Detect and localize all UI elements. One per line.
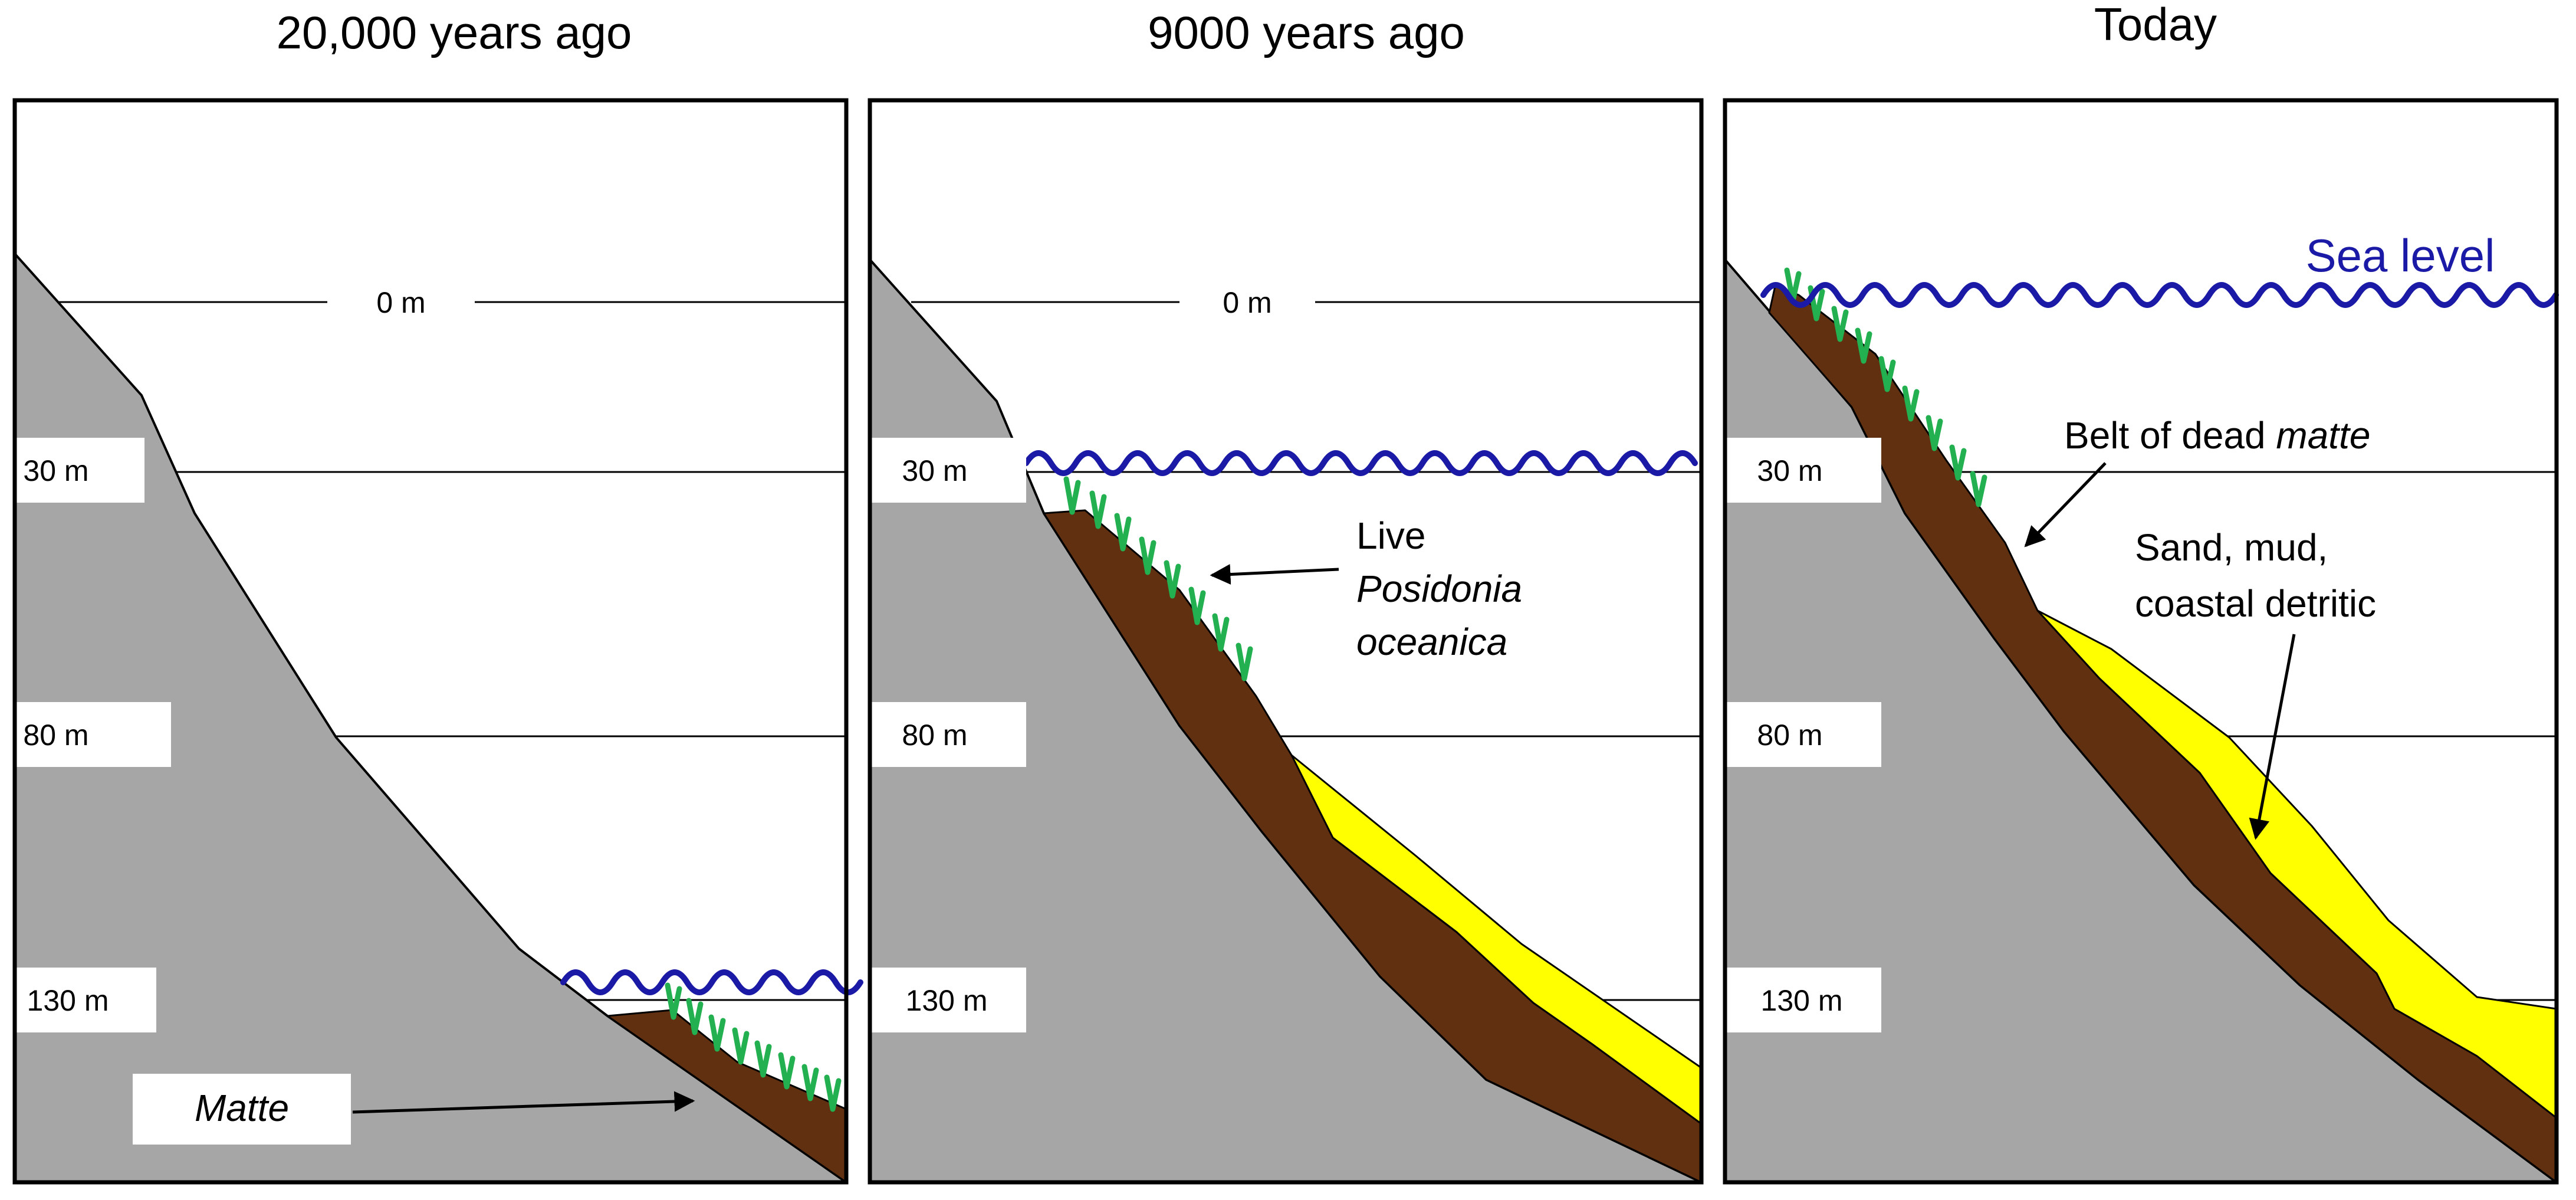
depth-label-80m: 80 m: [23, 719, 88, 752]
sediment-label-line2: coastal detritic: [2135, 582, 2376, 625]
matte-label-box: [133, 1074, 351, 1145]
matte-arrow: [352, 1091, 695, 1114]
matte-layer: [1768, 285, 2558, 1183]
panel-title: 9000 years ago: [1148, 6, 1465, 58]
sediment-label-line1: Sand, mud,: [2135, 526, 2328, 569]
depth-label-box-80m: [1722, 702, 1881, 767]
panel-today: Today Sea level 30 m 80 m 130 m Belt of …: [1722, 0, 2559, 1185]
panel-frame: [1723, 98, 2559, 1185]
sea-level-wave: [1023, 450, 1698, 476]
sea-level-wave: [1760, 282, 2559, 308]
depth-label-0m: 0 m: [1223, 286, 1271, 319]
seagrass: [665, 982, 842, 1112]
dead-matte-label: Belt of dead matte: [2064, 414, 2370, 457]
depth-label-box-130m: [12, 968, 156, 1032]
depth-label-130m: 130 m: [1761, 984, 1843, 1017]
dead-matte-label-italic: matte: [2276, 414, 2370, 457]
depth-label-80m: 80 m: [1757, 719, 1822, 752]
live-posidonia-label-line2: Posidonia: [1356, 568, 1522, 610]
seagrass: [1784, 267, 1987, 507]
sea-level-label: Sea level: [2306, 229, 2495, 281]
live-posidonia-label-line1: Live: [1356, 514, 1425, 557]
panel-20000-years-ago: 20,000 years ago 0 m 30 m 80 m 130 m Mat…: [12, 6, 863, 1185]
depth-label-130m: 130 m: [906, 984, 988, 1017]
depth-label-80m: 80 m: [902, 719, 967, 752]
depth-label-30m: 30 m: [23, 454, 88, 487]
depth-label-130m: 130 m: [27, 984, 109, 1017]
depth-label-box-130m: [867, 968, 1026, 1032]
panel-title: Today: [2094, 0, 2217, 50]
sea-level-wave: [560, 969, 863, 995]
panel-title: 20,000 years ago: [277, 6, 632, 58]
panel-9000-years-ago: 9000 years ago 0 m 30 m 80 m 130 m Live …: [867, 6, 1704, 1185]
live-posidonia-label-line3: oceanica: [1356, 621, 1507, 663]
depth-label-30m: 30 m: [902, 454, 967, 487]
dead-matte-arrow: [2024, 462, 2107, 547]
dead-matte-label-prefix: Belt of dead: [2064, 414, 2276, 457]
depth-label-box-30m: [867, 438, 1026, 503]
panel-frame: [868, 98, 1704, 1185]
sediment-arrow: [2249, 634, 2296, 840]
depth-label-box-80m: [867, 702, 1026, 767]
panel-frame: [12, 98, 849, 1185]
matte-label: Matte: [195, 1087, 289, 1129]
depth-label-box-80m: [12, 702, 171, 767]
live-posidonia-arrow: [1210, 564, 1339, 585]
depth-label-30m: 30 m: [1757, 454, 1822, 487]
depth-label-box-130m: [1722, 968, 1881, 1032]
depth-label-0m: 0 m: [376, 286, 425, 319]
depth-label-box-30m: [12, 438, 144, 503]
seagrass: [1063, 476, 1253, 681]
depth-label-box-30m: [1722, 438, 1881, 503]
